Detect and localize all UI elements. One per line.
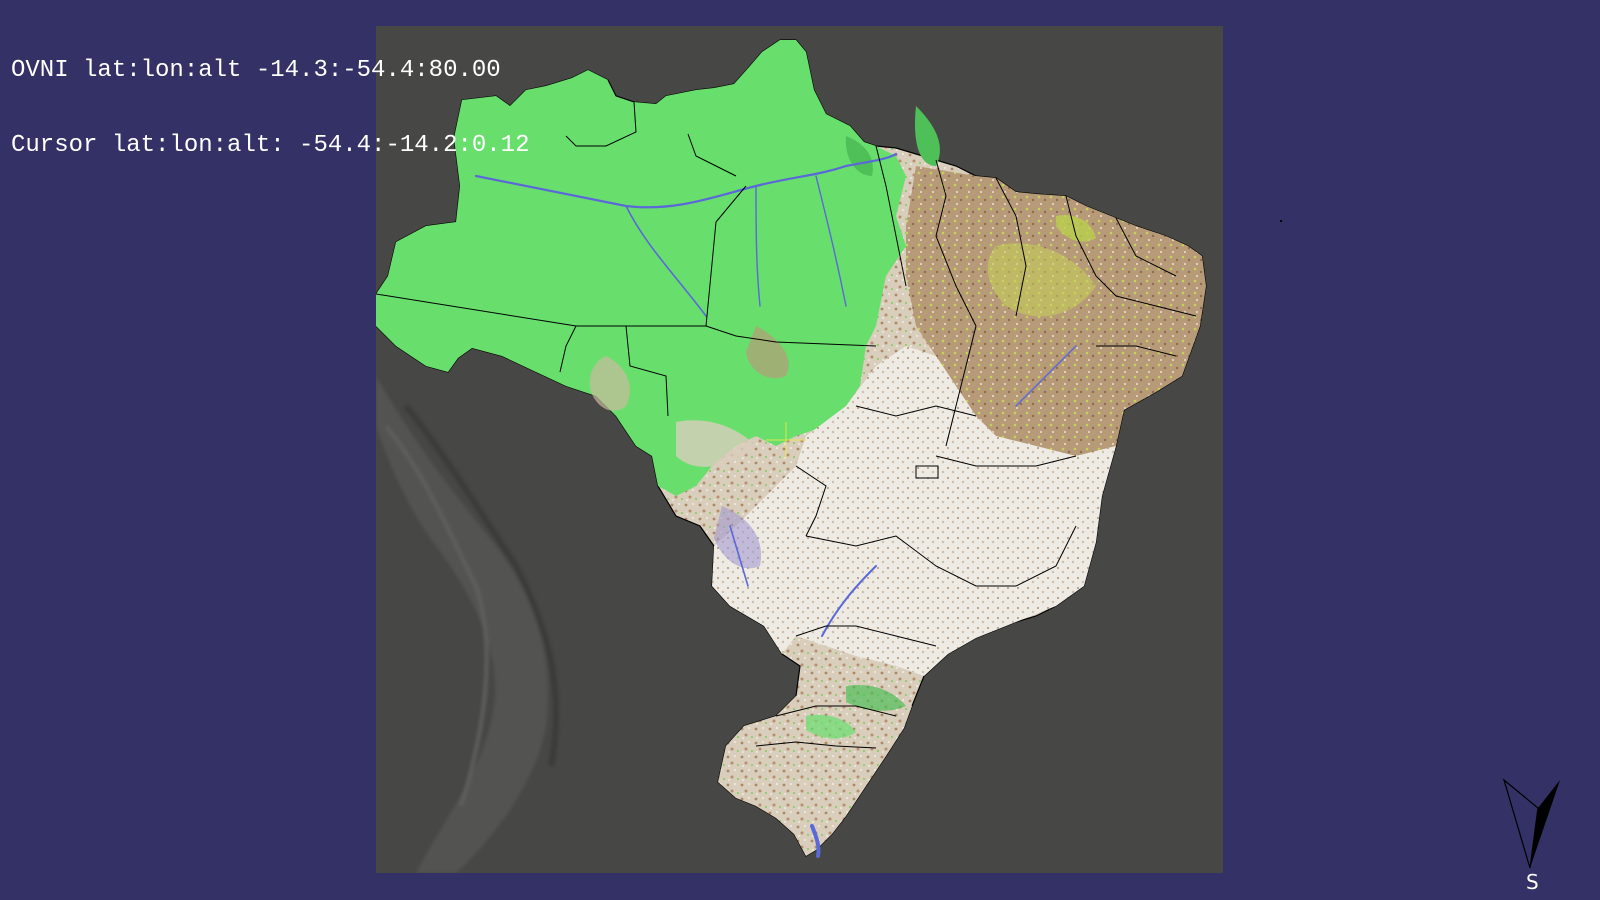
cerrado-central-region <box>712 346 1116 676</box>
parana-river <box>821 565 877 637</box>
hud-readout: OVNI lat:lon:alt -14.3:-54.4:80.00 Curso… <box>11 8 529 183</box>
lagoa-dos-patos <box>810 824 821 858</box>
crosshair-icon <box>766 422 806 458</box>
pantanal-river <box>729 525 749 587</box>
cursor-coordinates: Cursor lat:lon:alt: -54.4:-14.2:0.12 <box>11 132 530 159</box>
pantanal-wetland <box>714 506 762 569</box>
amazon-river <box>474 152 898 209</box>
compass-widget <box>1500 776 1564 900</box>
map-marker-dot <box>1280 220 1282 222</box>
madeira-river <box>625 205 707 317</box>
state-borders <box>376 79 1197 749</box>
andes-relief <box>376 376 560 873</box>
tapajos-river <box>755 185 761 307</box>
compass-direction-label: S <box>1526 870 1539 894</box>
compass-needle-icon <box>1502 778 1560 869</box>
brazil-land-cover-map[interactable] <box>376 26 1223 873</box>
amazon-forest-region <box>376 40 940 496</box>
xingu-river <box>815 175 847 307</box>
cerrado-northeast-region <box>906 166 1206 456</box>
ovni-coordinates: OVNI lat:lon:alt -14.3:-54.4:80.00 <box>11 57 501 84</box>
sao-francisco-river <box>1015 345 1077 407</box>
south-region <box>718 676 912 856</box>
rivers <box>474 152 1077 858</box>
map-viewport[interactable] <box>376 26 1223 873</box>
